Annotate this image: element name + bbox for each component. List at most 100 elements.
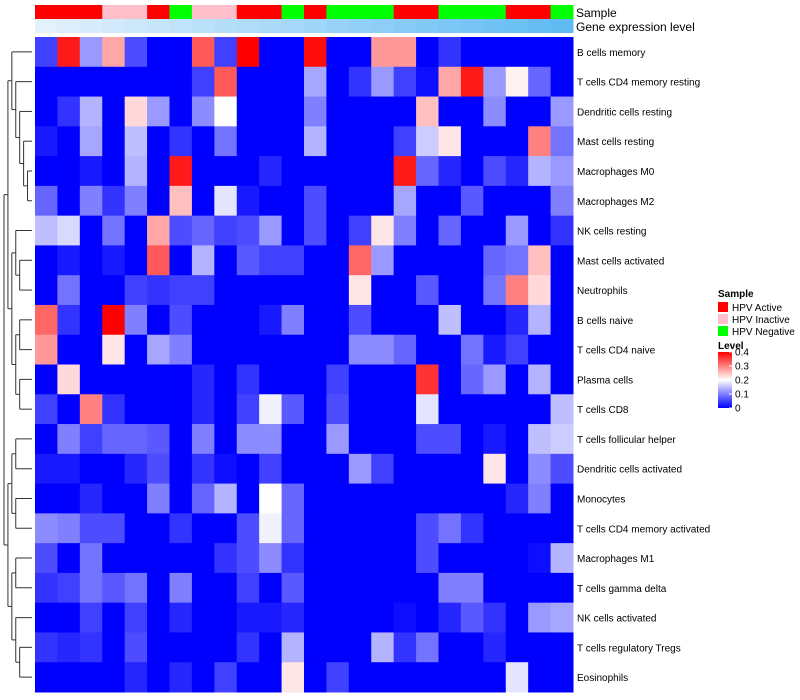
row-label: Dendritic cells resting xyxy=(577,107,672,118)
heatmap-cell xyxy=(35,37,58,68)
heatmap-cell xyxy=(528,513,552,544)
heatmap-cell xyxy=(438,632,462,663)
heatmap-cell xyxy=(191,453,215,485)
heatmap-cell xyxy=(147,453,170,485)
heatmap-cell xyxy=(57,96,81,127)
heatmap-cell xyxy=(169,364,193,395)
heatmap-cell xyxy=(169,185,193,217)
heatmap-cell xyxy=(79,453,103,485)
heatmap-cell xyxy=(438,662,462,693)
heatmap-cell xyxy=(124,662,148,693)
heatmap-cell xyxy=(416,245,439,276)
sample-cell xyxy=(191,5,215,19)
heatmap-cell xyxy=(348,245,372,276)
heatmap-cell xyxy=(460,245,484,276)
heatmap-cell xyxy=(124,304,148,336)
heatmap-cell xyxy=(169,37,193,68)
row-label: T cells CD4 naive xyxy=(577,346,656,357)
expression-cell xyxy=(214,19,238,33)
heatmap-cell xyxy=(79,364,103,395)
sample-legend-label: HPV Active xyxy=(732,303,782,314)
heatmap-cell xyxy=(124,513,148,544)
heatmap-cell xyxy=(124,96,148,127)
heatmap-cell xyxy=(528,275,552,306)
heatmap-cell xyxy=(147,215,170,246)
heatmap-cell xyxy=(102,66,126,98)
row-label: B cells memory xyxy=(577,48,645,59)
heatmap-cell xyxy=(57,662,81,693)
heatmap-cell xyxy=(528,543,552,574)
heatmap-cell xyxy=(416,215,439,246)
heatmap-cell xyxy=(348,543,372,574)
heatmap-cell xyxy=(236,394,260,425)
heatmap-cell xyxy=(304,513,327,544)
heatmap-cell xyxy=(460,37,484,68)
heatmap-cell xyxy=(460,126,484,157)
heatmap-cell xyxy=(57,453,81,485)
heatmap-cell xyxy=(416,66,439,98)
heatmap-cell xyxy=(505,394,529,425)
heatmap-cell xyxy=(124,424,148,455)
heatmap-cell xyxy=(505,453,529,485)
heatmap-cell xyxy=(348,424,372,455)
expression-annotation-label: Gene expression level xyxy=(576,20,695,34)
heatmap-cell xyxy=(281,37,305,68)
sample-cell xyxy=(259,5,283,19)
heatmap-cell xyxy=(57,513,81,544)
heatmap-cell xyxy=(191,275,215,306)
heatmap-cell xyxy=(416,483,439,514)
heatmap-cell xyxy=(460,572,484,604)
heatmap-cell xyxy=(57,126,81,157)
heatmap-cell xyxy=(79,245,103,276)
heatmap-cell xyxy=(505,185,529,217)
heatmap-cell xyxy=(348,513,372,544)
heatmap-cell xyxy=(191,364,215,395)
heatmap-cell xyxy=(35,96,58,127)
heatmap-cell xyxy=(550,156,574,187)
heatmap-cell xyxy=(483,513,507,544)
heatmap-cell xyxy=(281,215,305,246)
heatmap-cell xyxy=(214,66,238,98)
heatmap-cell xyxy=(191,424,215,455)
heatmap-cell xyxy=(124,126,148,157)
sample-cell xyxy=(483,5,507,19)
sample-cell xyxy=(169,5,193,19)
heatmap-cell xyxy=(281,364,305,395)
level-tick-label: 0.2 xyxy=(735,376,749,387)
heatmap-cell xyxy=(214,364,238,395)
expression-cell xyxy=(191,19,215,33)
heatmap-cell xyxy=(102,275,126,306)
heatmap-cell xyxy=(169,126,193,157)
heatmap-cell xyxy=(550,334,574,365)
heatmap-cell xyxy=(79,96,103,127)
heatmap-cell xyxy=(35,304,58,336)
heatmap-cell xyxy=(505,662,529,693)
heatmap-cell xyxy=(191,602,215,633)
expression-cell xyxy=(326,19,350,33)
heatmap-cell xyxy=(483,543,507,574)
heatmap-cell xyxy=(214,453,238,485)
heatmap-cell xyxy=(483,126,507,157)
heatmap-cell xyxy=(57,66,81,98)
expression-cell xyxy=(505,19,529,33)
heatmap-cell xyxy=(393,572,417,604)
heatmap-cell xyxy=(505,126,529,157)
heatmap-cell xyxy=(236,483,260,514)
heatmap-cell xyxy=(304,453,327,485)
heatmap-cell xyxy=(393,394,417,425)
heatmap-cell xyxy=(416,304,439,336)
heatmap-cell xyxy=(438,394,462,425)
heatmap-cell xyxy=(281,632,305,663)
heatmap-cell xyxy=(169,334,193,365)
heatmap-cell xyxy=(236,304,260,336)
heatmap-cell xyxy=(371,453,395,485)
heatmap-cell xyxy=(57,483,81,514)
expression-cell xyxy=(281,19,305,33)
heatmap-cell xyxy=(550,483,574,514)
heatmap-cell xyxy=(259,37,283,68)
heatmap-cell xyxy=(505,513,529,544)
heatmap-cell xyxy=(326,156,350,187)
heatmap-cell xyxy=(102,185,126,217)
heatmap-cell xyxy=(550,394,574,425)
heatmap-cell xyxy=(505,245,529,276)
